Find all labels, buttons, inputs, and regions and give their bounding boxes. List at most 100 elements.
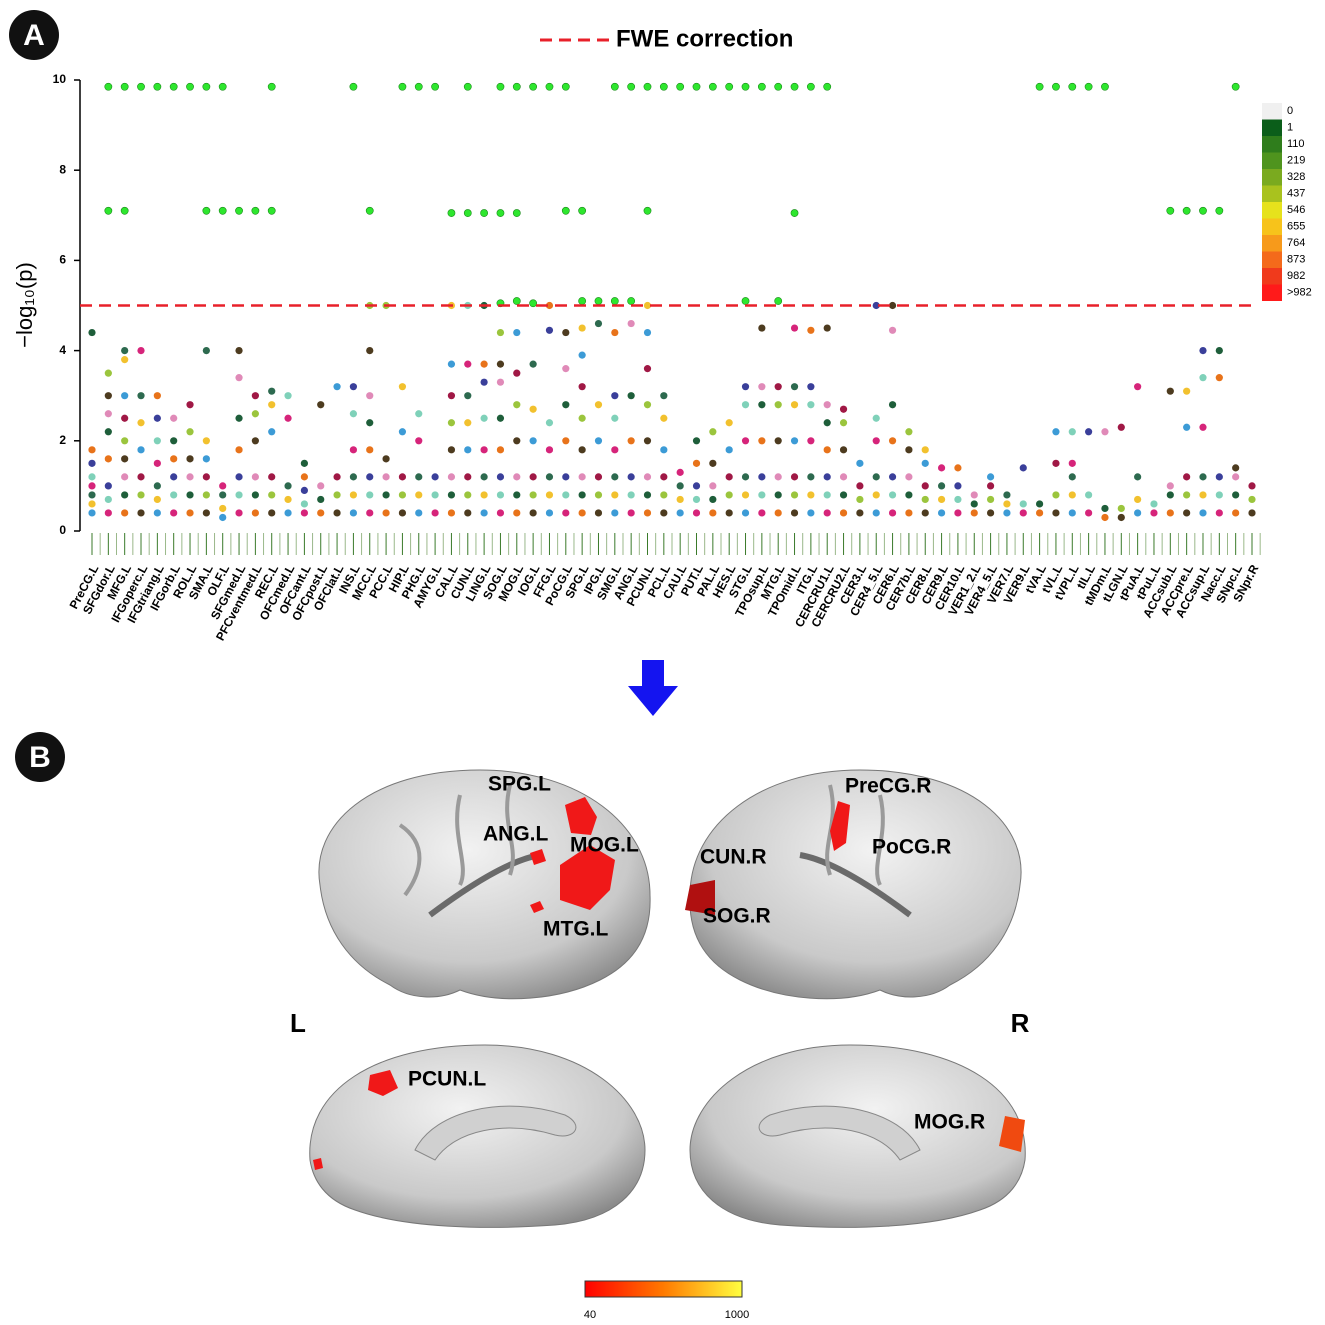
point	[496, 491, 505, 499]
point	[88, 482, 96, 490]
point	[333, 509, 341, 517]
point	[480, 473, 488, 481]
point	[415, 509, 423, 517]
point	[578, 414, 586, 422]
point	[513, 491, 521, 499]
point	[218, 82, 227, 91]
point	[643, 82, 652, 91]
point	[692, 82, 701, 91]
point	[414, 82, 423, 91]
point	[905, 446, 913, 454]
hemisphere-label: R	[1011, 1008, 1030, 1038]
point	[121, 347, 129, 355]
region-label: CUN.R	[700, 846, 767, 869]
point	[1199, 374, 1207, 382]
region-label: MOG.R	[914, 1111, 985, 1134]
point	[300, 486, 308, 495]
point	[202, 455, 210, 463]
colorbar-label: 1	[1287, 122, 1293, 134]
point	[643, 301, 652, 310]
point	[529, 405, 537, 413]
point	[317, 495, 325, 504]
point	[594, 437, 603, 445]
point	[839, 446, 848, 454]
point	[921, 495, 929, 504]
panel-label: B	[29, 741, 51, 774]
point	[137, 347, 145, 355]
point	[774, 437, 782, 445]
point	[562, 401, 570, 409]
point	[513, 328, 521, 337]
point	[300, 459, 308, 467]
point	[1085, 509, 1093, 517]
point	[349, 446, 358, 454]
point	[202, 437, 210, 445]
point	[1052, 428, 1060, 436]
colorbar-cell	[1262, 136, 1282, 153]
region-label: SPG.L	[488, 773, 551, 796]
point	[1199, 423, 1207, 431]
y-tick-label: 6	[59, 253, 66, 267]
point	[235, 347, 243, 355]
point	[562, 365, 570, 373]
point	[970, 500, 978, 508]
point	[1134, 473, 1142, 481]
point	[219, 504, 227, 513]
point	[529, 473, 537, 481]
point	[839, 405, 848, 413]
y-tick-label: 0	[59, 523, 66, 537]
point	[153, 482, 161, 490]
point	[643, 365, 652, 373]
point	[561, 82, 570, 91]
point	[643, 437, 652, 445]
point	[529, 299, 538, 308]
point	[725, 446, 733, 454]
point	[839, 491, 848, 499]
point	[1052, 82, 1060, 91]
point	[578, 491, 586, 499]
point	[578, 351, 586, 359]
colorbar-label: 328	[1287, 171, 1305, 183]
point	[725, 473, 733, 481]
point	[480, 378, 488, 386]
point	[137, 419, 145, 427]
point	[1166, 482, 1174, 490]
point	[872, 491, 880, 499]
point	[1232, 509, 1240, 517]
point	[627, 491, 635, 499]
point	[578, 324, 586, 332]
colorbar-max: 1000	[725, 1309, 749, 1321]
point	[202, 347, 210, 355]
point	[872, 473, 880, 481]
point	[872, 437, 880, 445]
point	[121, 414, 129, 422]
point	[676, 495, 684, 504]
point	[790, 437, 799, 445]
point	[562, 473, 570, 481]
point	[1183, 473, 1191, 481]
point	[88, 491, 96, 499]
point	[1052, 509, 1060, 517]
point	[104, 495, 112, 504]
point	[1150, 509, 1158, 517]
point	[594, 297, 603, 305]
point	[104, 369, 112, 377]
point	[758, 491, 766, 499]
point	[120, 206, 129, 215]
point	[856, 459, 864, 467]
point	[545, 326, 554, 334]
point	[692, 509, 701, 517]
point	[333, 491, 341, 499]
point	[202, 82, 211, 91]
point	[1166, 491, 1174, 499]
point	[431, 509, 439, 517]
point	[153, 414, 161, 422]
point	[610, 82, 619, 91]
point	[1068, 459, 1076, 467]
point	[1003, 491, 1011, 499]
point	[1248, 495, 1256, 504]
point	[578, 383, 586, 391]
point	[529, 509, 537, 517]
point	[480, 446, 488, 454]
